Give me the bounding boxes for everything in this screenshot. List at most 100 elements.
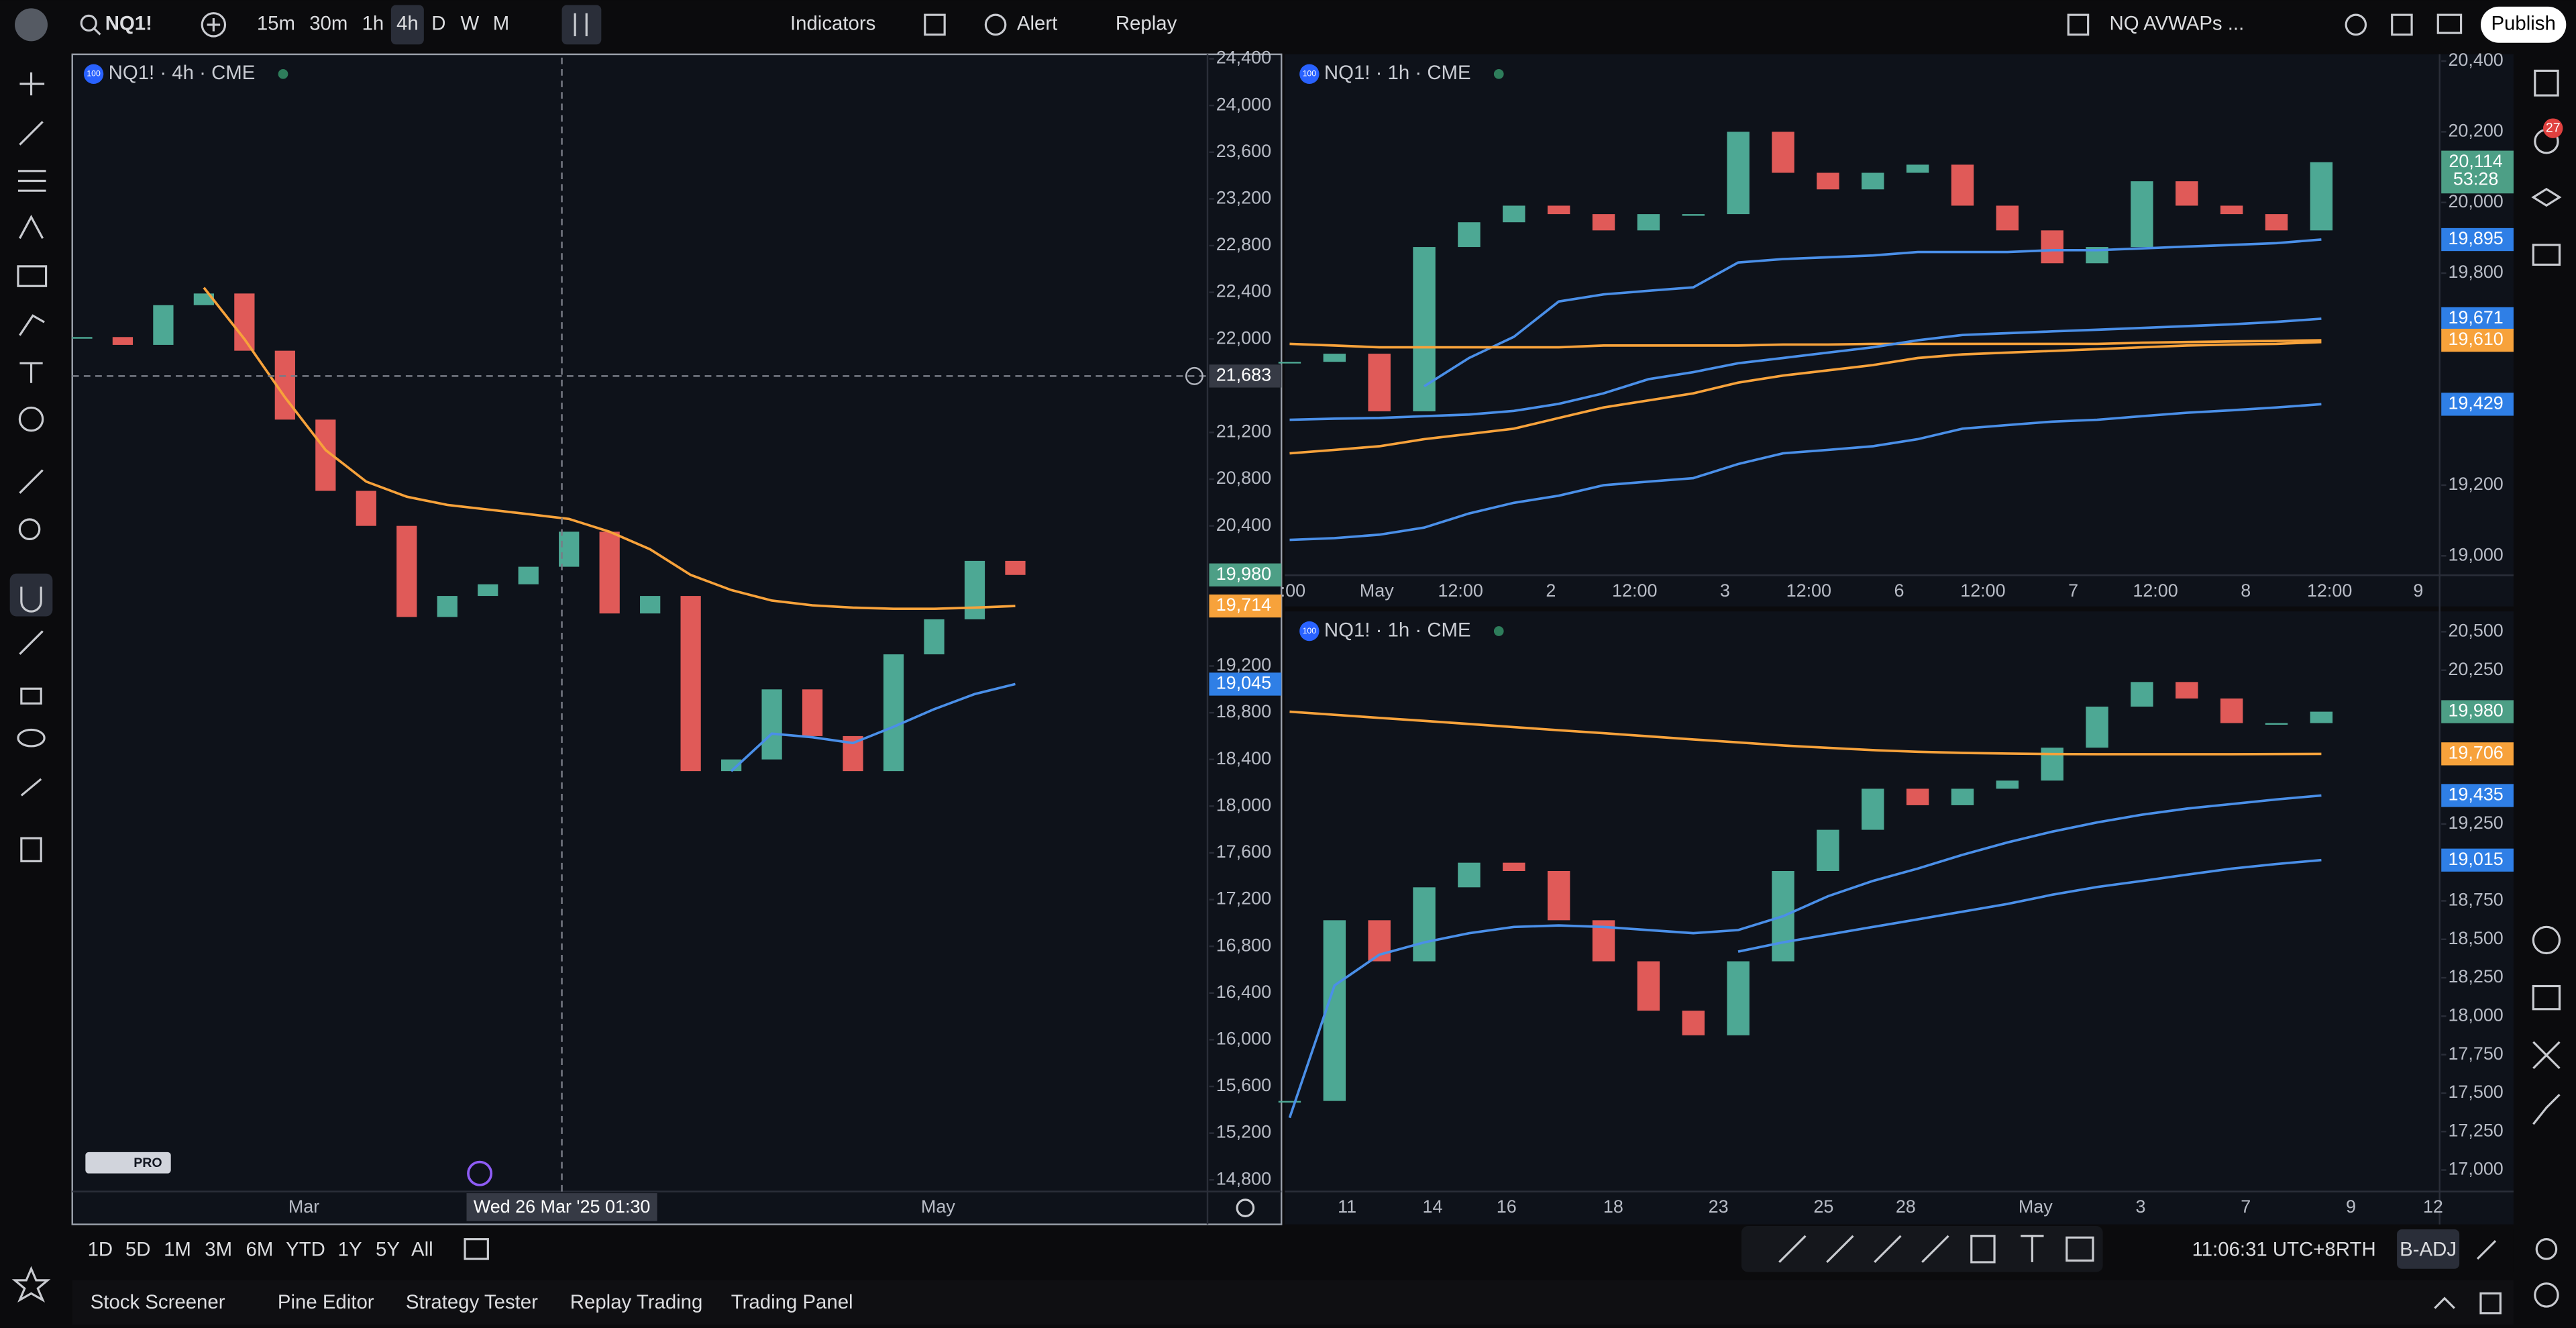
y-tick-label: 17,600 xyxy=(1216,841,1271,862)
collapse-icon[interactable] xyxy=(2434,1296,2455,1309)
axis-settings[interactable] xyxy=(1236,1198,1255,1217)
pane-4h[interactable] xyxy=(71,53,1283,1225)
layers-icon[interactable] xyxy=(2531,187,2562,207)
magnet-tool[interactable] xyxy=(9,573,53,617)
compare-button[interactable] xyxy=(201,12,227,38)
lock-drawing[interactable] xyxy=(19,630,44,655)
session[interactable]: RTH xyxy=(2336,1239,2376,1261)
interval-button[interactable]: 30m xyxy=(309,13,347,35)
range-button[interactable]: 5D xyxy=(125,1239,151,1261)
y-tick-label: 20,000 xyxy=(2448,191,2503,211)
interval-button[interactable]: 4h xyxy=(396,13,419,35)
panel-tab[interactable]: Stock Screener xyxy=(91,1291,225,1313)
lock-tool[interactable] xyxy=(20,687,42,705)
y-tick-label: 20,200 xyxy=(2448,121,2503,141)
settings-icon[interactable] xyxy=(2345,13,2367,36)
bell-icon[interactable] xyxy=(2535,1238,2558,1260)
candle-body xyxy=(1862,788,1884,830)
panel-icon[interactable] xyxy=(2479,1292,2502,1315)
symbol[interactable]: NQ1! xyxy=(105,13,152,35)
alert-icon[interactable] xyxy=(984,13,1007,36)
range-button[interactable]: 1M xyxy=(164,1239,191,1261)
snapshot-icon[interactable] xyxy=(2436,13,2463,34)
y-tick-label: 18,000 xyxy=(1216,795,1271,815)
right-sidebar: 27 xyxy=(2531,69,2563,1308)
interval-button[interactable]: 1h xyxy=(362,13,384,35)
interval-button[interactable]: M xyxy=(493,13,509,35)
chart-title: NQ1! · 1h · CME xyxy=(1324,62,1471,84)
replay-button[interactable]: Replay xyxy=(1116,13,1177,35)
panel-tab[interactable]: Pine Editor xyxy=(278,1291,374,1313)
layout-icon[interactable] xyxy=(2067,13,2090,36)
layout-name[interactable]: NQ AVWAPs ... xyxy=(2109,13,2244,35)
watchlist-icon[interactable] xyxy=(2534,69,2559,97)
y-tick-label: 20,500 xyxy=(2448,621,2503,641)
candle-body xyxy=(1862,172,1884,190)
calendar-icon[interactable] xyxy=(2532,984,2561,1011)
adjust[interactable]: B-ADJ xyxy=(2400,1239,2457,1261)
hide-tool[interactable] xyxy=(17,728,46,748)
add-button[interactable] xyxy=(1185,366,1203,385)
text-tool[interactable] xyxy=(19,362,43,383)
interval-button[interactable]: D xyxy=(431,13,445,35)
price-tag xyxy=(2441,700,2514,723)
range-button[interactable]: 3M xyxy=(205,1239,232,1261)
y-tick-label: 22,000 xyxy=(1216,327,1271,348)
range-button[interactable]: 5Y xyxy=(376,1239,400,1261)
panel-tab[interactable]: Trading Panel xyxy=(731,1291,853,1313)
help-icon[interactable] xyxy=(2534,1282,2559,1308)
forecast-tool[interactable] xyxy=(17,265,48,287)
y-tick-label: 18,500 xyxy=(2448,928,2503,948)
candle-body xyxy=(396,525,417,617)
interval-button[interactable]: 15m xyxy=(257,13,295,35)
trendline-tool[interactable] xyxy=(19,121,44,146)
ruler-tool[interactable] xyxy=(19,469,44,494)
vwap-line xyxy=(1288,794,2322,1119)
ideas-icon[interactable] xyxy=(2532,1041,2561,1070)
panel-tab[interactable]: Strategy Tester xyxy=(406,1291,538,1313)
pane-1h-top[interactable] xyxy=(1285,54,2514,607)
chart-type-button[interactable] xyxy=(561,5,602,45)
fullscreen-icon[interactable] xyxy=(2391,13,2413,36)
alert-button[interactable]: Alert xyxy=(1017,13,1057,35)
drawing-tools[interactable] xyxy=(1778,1235,2094,1264)
price-tag-label: 19,980 xyxy=(2448,701,2503,721)
panel-tab[interactable]: Replay Trading xyxy=(570,1291,703,1313)
delete-tool[interactable] xyxy=(20,837,42,862)
stream-icon[interactable] xyxy=(2532,1094,2561,1125)
icon-tool[interactable] xyxy=(18,406,44,432)
price-tag xyxy=(2441,848,2514,872)
zoom-tool[interactable] xyxy=(18,518,41,540)
link-tool[interactable] xyxy=(20,778,42,797)
y-tick-label: 19,200 xyxy=(2448,474,2503,494)
range-button[interactable]: 1D xyxy=(88,1239,113,1261)
watchlist-star[interactable] xyxy=(11,1266,51,1303)
x-tick-label: 3 xyxy=(1720,580,1730,601)
range-button[interactable]: 6M xyxy=(246,1239,274,1261)
pattern-tool[interactable] xyxy=(18,215,44,239)
pane-1h-bottom[interactable] xyxy=(1285,611,2514,1225)
range-button[interactable]: YTD xyxy=(286,1239,325,1261)
goto-date[interactable] xyxy=(464,1238,489,1260)
publish-button[interactable] xyxy=(2480,6,2567,43)
candle-body xyxy=(2176,181,2198,206)
brush-tool[interactable] xyxy=(19,314,45,336)
symbol-badge xyxy=(83,64,104,85)
indicators-button[interactable]: Indicators xyxy=(790,13,875,35)
x-tick-label: 25 xyxy=(1813,1196,1833,1217)
x-tick-label: May xyxy=(921,1196,955,1217)
replay-marker[interactable] xyxy=(467,1160,493,1186)
interval-button[interactable]: W xyxy=(461,13,480,35)
target-icon[interactable] xyxy=(2532,925,2561,955)
maximize-icon[interactable] xyxy=(2476,1239,2497,1260)
candle-body xyxy=(1727,132,1750,215)
range-button[interactable]: 1Y xyxy=(338,1239,362,1261)
price-tag-label: 19,706 xyxy=(2448,742,2503,762)
adjust-bg[interactable] xyxy=(2397,1229,2460,1269)
search-icon[interactable] xyxy=(80,14,97,32)
range-button[interactable]: All xyxy=(411,1239,433,1261)
templates-icon[interactable] xyxy=(924,13,946,36)
chat-icon[interactable] xyxy=(2532,244,2561,266)
y-tick-label: 24,000 xyxy=(1216,94,1271,114)
avatar[interactable] xyxy=(15,8,48,42)
